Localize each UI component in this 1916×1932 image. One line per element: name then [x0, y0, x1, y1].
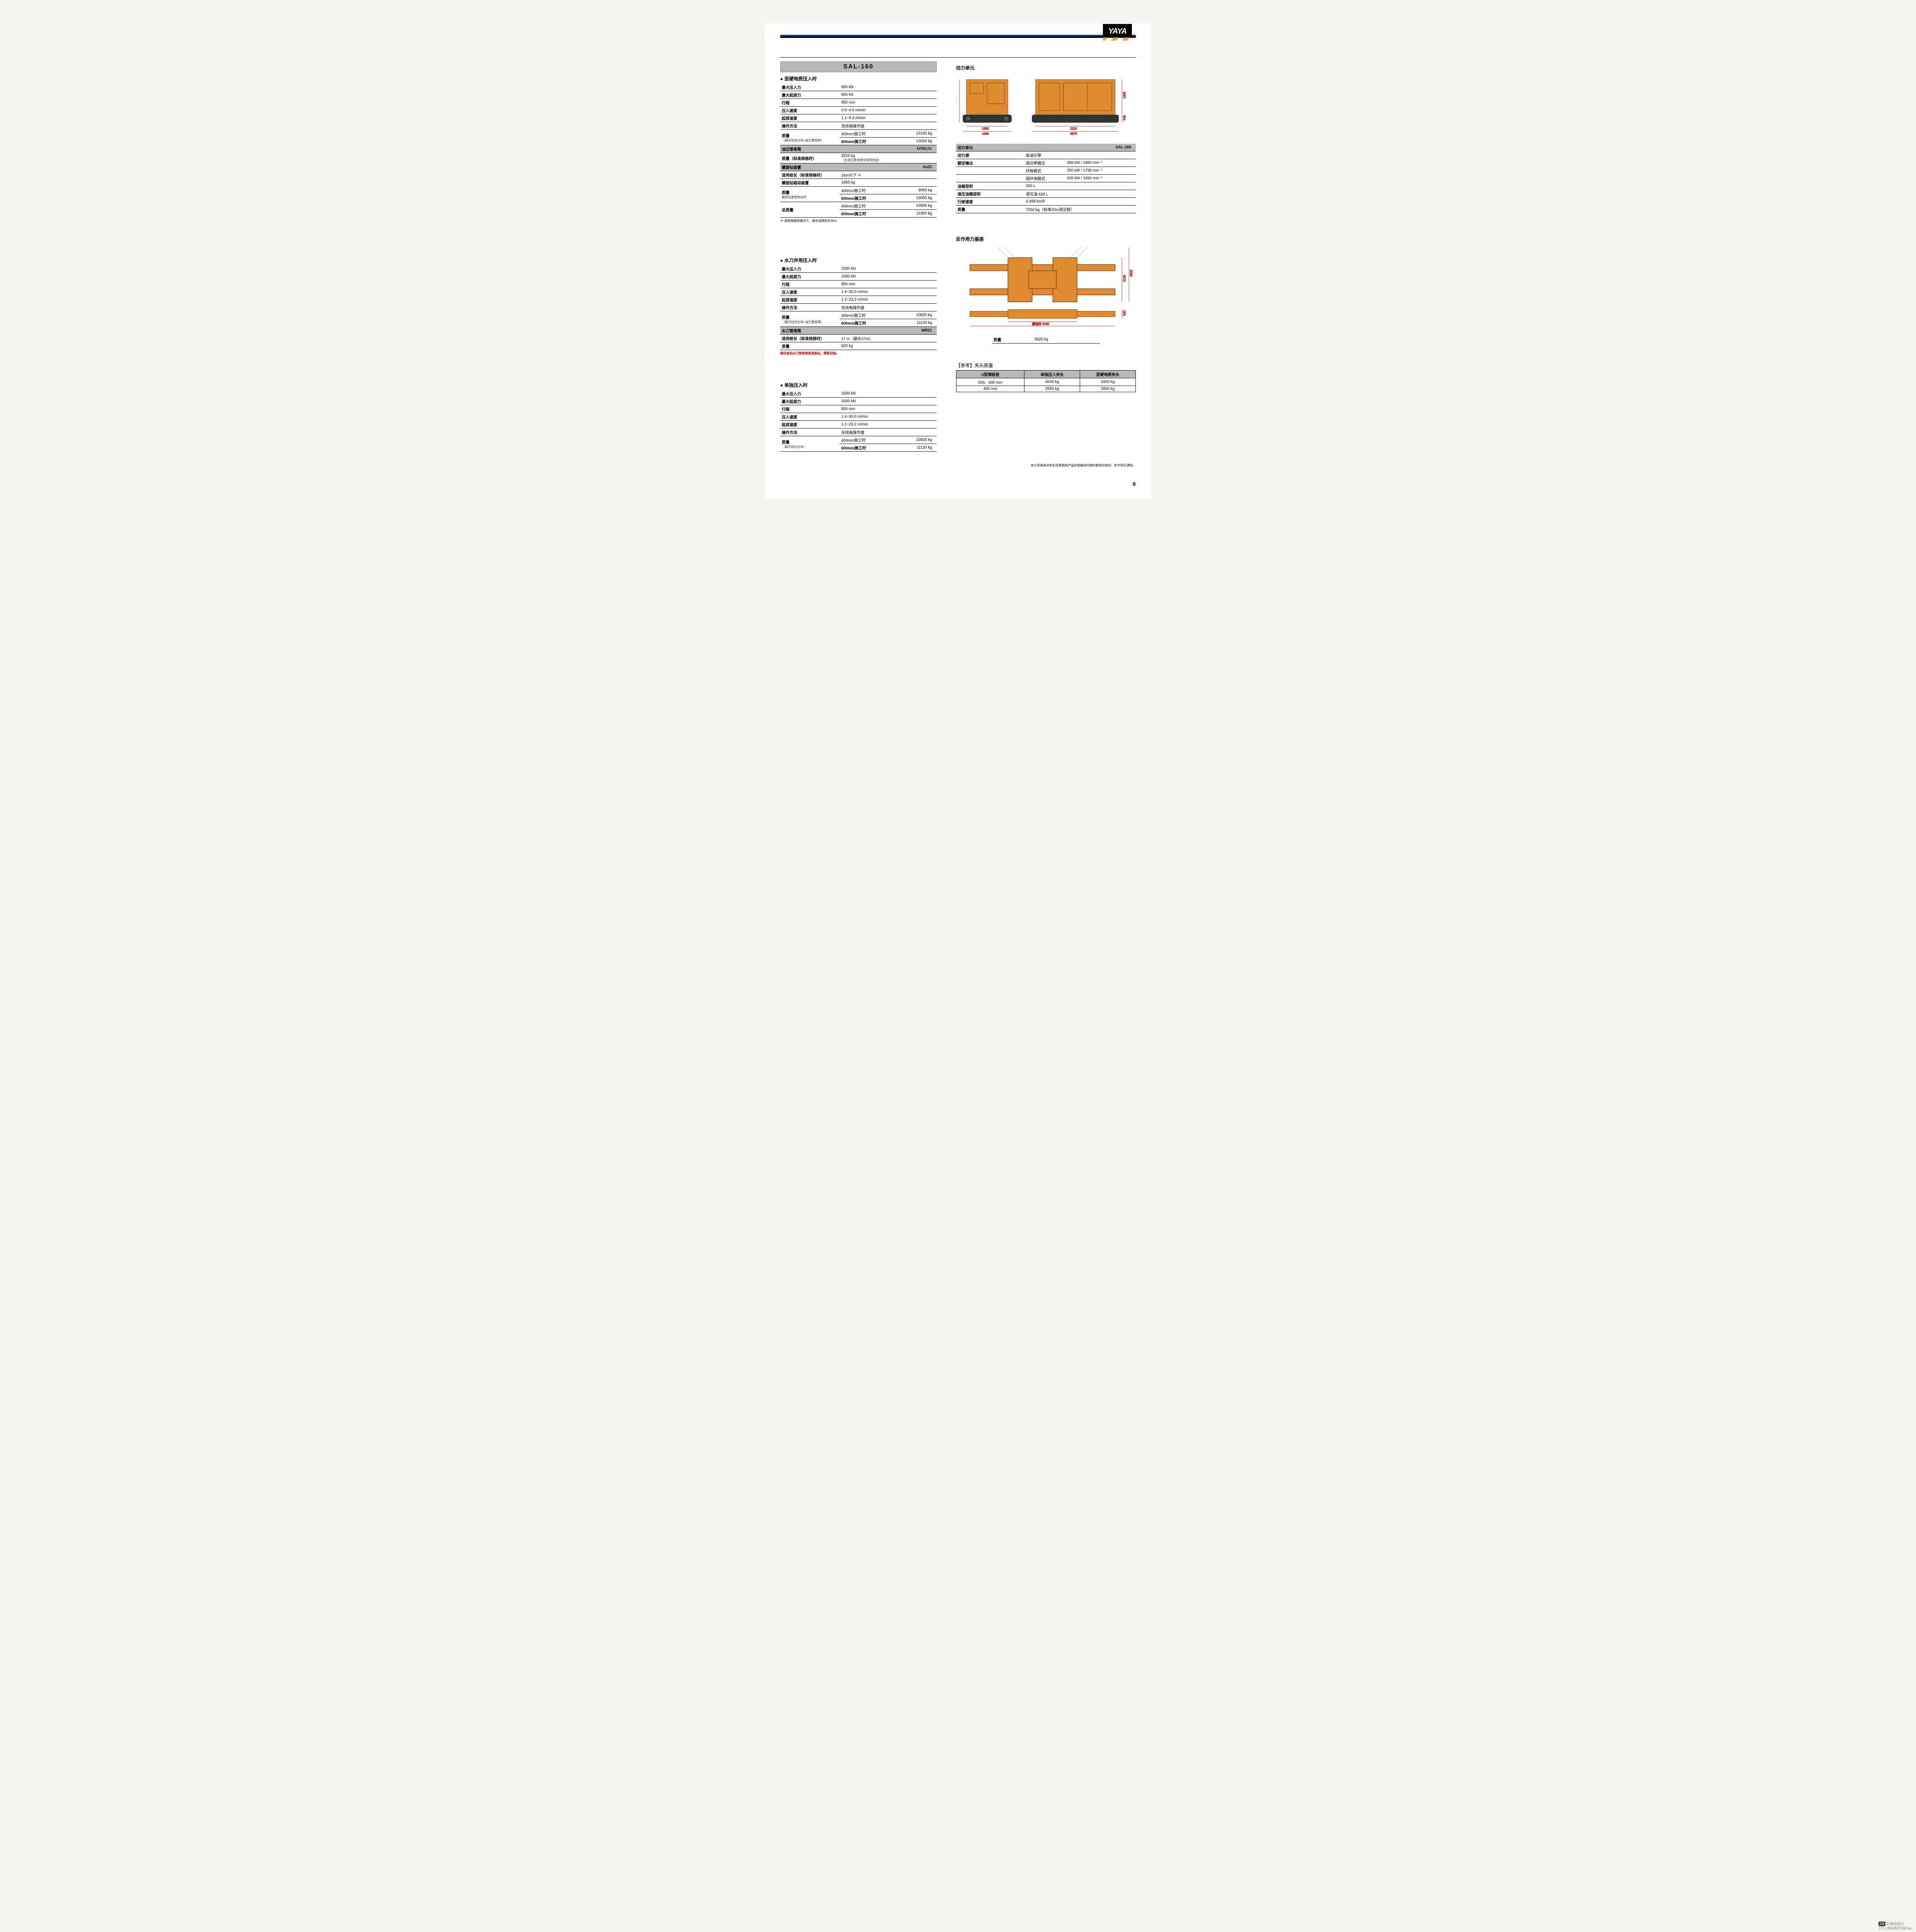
- svg-text:2120: 2120: [1123, 275, 1126, 282]
- page-number: 6: [1133, 481, 1136, 487]
- svg-text:2110: 2110: [1070, 127, 1077, 131]
- svg-text:530: 530: [1123, 310, 1126, 316]
- model-title: SAL-160: [780, 61, 937, 72]
- divider: [780, 57, 1136, 58]
- svg-text:1800: 1800: [982, 127, 989, 131]
- section2-title: 水刀并用压入时: [780, 257, 937, 264]
- svg-text:2350: 2350: [956, 95, 957, 102]
- reaction-base-diagram: 2120 4650 搬运时 3440 6250 530: [956, 244, 1136, 327]
- reaction-base-title: 反作用力基座: [956, 236, 1136, 242]
- svg-text:4650: 4650: [1130, 270, 1133, 277]
- power-unit-title: 动力单元: [956, 65, 1136, 71]
- section1-title: 坚硬地质压入时: [780, 75, 937, 82]
- svg-text:3975: 3975: [1070, 132, 1077, 135]
- footnote-2: 静压桩机水刀管卷筒是选购品，需要另购。: [780, 351, 937, 355]
- spec-table-1: 最大压入力800 kN最大起拔力900 kN行程850 mm压入速度0.5~4.…: [780, 83, 937, 218]
- left-column: SAL-160 坚硬地质压入时 最大压入力800 kN最大起拔力900 kN行程…: [780, 61, 937, 452]
- svg-text:1960: 1960: [982, 132, 989, 135]
- right-column: 动力单元 2350 1800 1960: [956, 61, 1136, 452]
- svg-text:1805: 1805: [1123, 92, 1126, 99]
- reaction-base-mass: 质量2625 kg: [992, 336, 1100, 344]
- spec-table-2: 最大压入力1500 kN最大起拔力1600 kN行程850 mm压入速度1.4~…: [780, 265, 937, 350]
- chuck-title: 【参考】夹头质量: [956, 362, 1136, 369]
- power-unit-diagram: 2350 1800 1960 1805 545 2110 3975: [956, 73, 1136, 135]
- svg-text:545: 545: [1123, 115, 1126, 121]
- chuck-table: U型钢板桩单独压入夹头坚硬地质夹头500、600 mm4045 kg3400 k…: [956, 370, 1136, 392]
- footnote-1: ※ 选购规格的情况下，最长适用桩长30m: [780, 219, 937, 223]
- spec-table-3: 最大压入力1500 kN最大起拔力1600 kN行程850 mm压入速度1.4~…: [780, 390, 937, 452]
- header-bar: YAYA: [780, 35, 1136, 38]
- power-unit-table: 动力单元SAL-160动力源柴油引擎额定输出高功率模式258 kW / 1850…: [956, 144, 1136, 213]
- disclaimer: 本公司具有对本机及其相关产品的规格进行随时更改的权利，恕不另行通知。: [780, 463, 1136, 468]
- svg-text:搬运时 3440: 搬运时 3440: [1032, 322, 1050, 326]
- page: YAYA SAL-160 坚硬地质压入时 最大压入力800 kN最大起拔力900…: [765, 23, 1151, 498]
- scanner-watermark: CS扫描全能王 3 亿人都在用的扫描 App: [1879, 1921, 1912, 1930]
- section3-title: 单独压入时: [780, 382, 937, 388]
- brand-logo: YAYA: [1103, 24, 1132, 37]
